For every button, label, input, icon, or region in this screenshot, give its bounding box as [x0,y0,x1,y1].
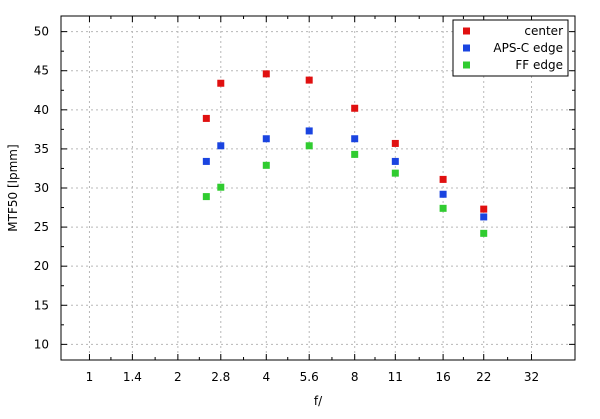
legend-marker-ff-edge [463,61,470,69]
data-point-aps-c-edge-f5.6 [305,127,313,135]
legend-label-aps-c-edge: APS-C edge [493,41,563,55]
data-point-aps-c-edge-f8 [351,135,359,143]
data-point-aps-c-edge-f2.8 [217,142,225,150]
x-tick-label-1.4: 1.4 [123,370,142,384]
y-tick-label-25: 25 [34,220,49,234]
data-points [202,70,488,237]
x-tick-label-4: 4 [262,370,270,384]
x-tick-label-11: 11 [388,370,403,384]
data-point-center-f22 [480,205,488,213]
data-point-aps-c-edge-f11 [391,157,399,165]
data-point-ff-edge-f5.6 [305,142,313,150]
x-tick-label-22: 22 [476,370,491,384]
data-point-center-f2.5 [202,114,210,122]
data-point-ff-edge-f2.8 [217,183,225,191]
x-tick-label-2: 2 [174,370,182,384]
data-point-ff-edge-f4 [262,161,270,169]
data-point-aps-c-edge-f2.5 [202,157,210,165]
data-point-ff-edge-f8 [351,150,359,158]
legend-marker-center [463,27,470,35]
y-tick-label-15: 15 [34,298,49,312]
y-tick-label-30: 30 [34,181,49,195]
data-point-center-f11 [391,139,399,147]
x-tick-label-16: 16 [435,370,450,384]
data-point-aps-c-edge-f4 [262,135,270,143]
data-point-ff-edge-f11 [391,169,399,177]
y-tick-label-20: 20 [34,259,49,273]
data-point-center-f2.8 [217,79,225,87]
data-point-center-f8 [351,104,359,112]
x-axis-label: f/ [314,394,323,408]
data-point-ff-edge-f16 [439,204,447,212]
legend: center APS-C edge FF edge [452,19,569,77]
data-point-center-f4 [262,70,270,78]
legend-box [452,19,569,77]
x-tick-label-32: 32 [524,370,539,384]
data-point-center-f16 [439,175,447,183]
axis-ticks: 1 1.4 2 2.8 4 5.6 8 11 16 22 32 10 15 20 25 30 35 40 45 50 [34,16,575,384]
x-tick-label-8: 8 [351,370,359,384]
y-tick-label-40: 40 [34,103,49,117]
data-point-ff-edge-f22 [480,229,488,237]
data-point-ff-edge-f2.5 [202,193,210,201]
x-tick-label-2.8: 2.8 [211,370,230,384]
legend-label-center: center [524,24,563,38]
y-tick-label-10: 10 [34,337,49,351]
y-tick-label-35: 35 [34,142,49,156]
y-tick-label-50: 50 [34,25,49,39]
data-point-center-f5.6 [305,76,313,84]
x-tick-label-1: 1 [86,370,94,384]
data-point-aps-c-edge-f16 [439,190,447,198]
legend-marker-aps-c-edge [463,44,470,52]
grid [61,16,575,360]
y-axis-label: MTF50 [lpmm] [6,144,20,231]
data-point-aps-c-edge-f22 [480,213,488,221]
y-tick-label-45: 45 [34,64,49,78]
x-tick-label-5.6: 5.6 [300,370,319,384]
legend-label-ff-edge: FF edge [515,58,563,72]
